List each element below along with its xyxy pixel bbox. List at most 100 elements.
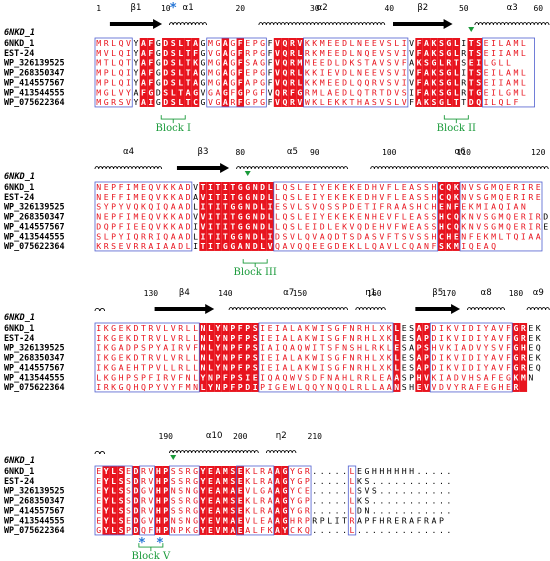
identical-column — [214, 323, 222, 392]
sequence-name: EST-24 — [4, 476, 34, 486]
ss-element-label: α6 — [454, 147, 465, 157]
block-annotation: * Block I — [156, 1, 191, 134]
similarity-box — [94, 37, 133, 108]
identical-column — [281, 38, 289, 107]
identical-column — [221, 323, 230, 392]
similarity-box — [94, 322, 200, 393]
ruler-number: 90 — [310, 148, 320, 157]
ruler-number: 170 — [442, 289, 457, 298]
sequence-name: WP_075622364 — [4, 97, 65, 107]
identical-column — [474, 38, 483, 107]
identical-column — [430, 38, 438, 107]
identical-column — [184, 38, 192, 107]
beta-strand-arrow — [176, 163, 230, 173]
sequence-name: WP_414557567 — [4, 77, 65, 87]
identical-column — [437, 38, 446, 107]
alpha-helix-coil — [265, 450, 297, 454]
sequence-name: WP_268350347 — [4, 212, 65, 222]
identical-column — [139, 38, 148, 107]
ss-element-label: β4 — [179, 288, 190, 298]
ss-element-label: α5 — [287, 147, 298, 157]
similarity-box — [347, 465, 357, 536]
identical-column — [199, 466, 207, 535]
turn-symbol — [94, 308, 106, 312]
block-annotation: * *Block V — [132, 536, 171, 561]
identical-column — [221, 466, 230, 535]
ss-element-label: η2 — [276, 431, 287, 441]
identical-column — [147, 38, 155, 107]
identical-column — [281, 466, 289, 535]
identical-column — [117, 466, 125, 535]
similarity-box — [94, 465, 133, 536]
sequence-name: WP_075622364 — [4, 382, 65, 392]
ruler-number: 150 — [293, 289, 308, 298]
ruler-number: 210 — [308, 432, 323, 441]
alpha-helix-coil — [258, 22, 386, 26]
sequence-name: EST-24 — [4, 192, 34, 202]
sequence-name: WP_414557567 — [4, 221, 65, 231]
beta-strand-arrow — [154, 304, 215, 314]
sequence-name: WP_413544555 — [4, 231, 65, 241]
ruler-number: 160 — [367, 289, 382, 298]
block-annotation: Block III — [234, 259, 277, 278]
beta-strand-arrow — [393, 19, 453, 29]
structure-label: 6NKD_1 — [4, 456, 35, 466]
sequence-name: 6NKD_1 — [4, 323, 34, 333]
ss-element-label: α7 — [283, 288, 294, 298]
identical-column — [191, 38, 200, 107]
block-bracket — [160, 115, 186, 124]
ss-element-label: β3 — [198, 147, 209, 157]
ss-element-label: β2 — [417, 3, 428, 13]
identical-column — [422, 323, 431, 392]
ruler-number: 190 — [159, 432, 174, 441]
ss-element-label: α1 — [183, 3, 194, 13]
identical-column — [206, 323, 215, 392]
alpha-helix-coil — [236, 166, 348, 170]
identical-column — [229, 182, 237, 251]
sequence-name: WP_075622364 — [4, 241, 65, 251]
identical-column — [206, 466, 215, 535]
identical-column — [236, 466, 244, 535]
sequence-name: WP_268350347 — [4, 68, 65, 78]
ruler-number: 140 — [218, 289, 233, 298]
sequence-name: 6NKD_1 — [4, 466, 34, 476]
ruler-number: 80 — [235, 148, 245, 157]
structure-label: 6NKD_1 — [4, 172, 35, 182]
alpha-helix-coil — [474, 22, 550, 26]
block-label: Block II — [437, 123, 476, 134]
identical-column — [169, 38, 177, 107]
identical-column — [519, 323, 528, 392]
identical-column — [199, 182, 207, 251]
similarity-box — [273, 181, 439, 252]
beta-strand-arrow — [415, 304, 461, 314]
green-triangle-marker — [244, 171, 251, 176]
ss-element-label: α4 — [123, 147, 134, 157]
block-label: Block V — [132, 551, 171, 561]
alpha-helix-coil — [228, 307, 348, 311]
alpha-helix-coil — [169, 22, 207, 26]
similarity-box — [94, 181, 193, 252]
block-bracket — [242, 259, 268, 268]
identical-column — [236, 38, 244, 107]
alpha-helix-coil — [169, 450, 259, 454]
similarity-box — [429, 322, 513, 393]
identical-column — [244, 182, 252, 251]
beta-strand-arrow — [109, 19, 163, 29]
similarity-box — [206, 37, 267, 108]
catalytic-star-icon: * — [138, 536, 146, 551]
